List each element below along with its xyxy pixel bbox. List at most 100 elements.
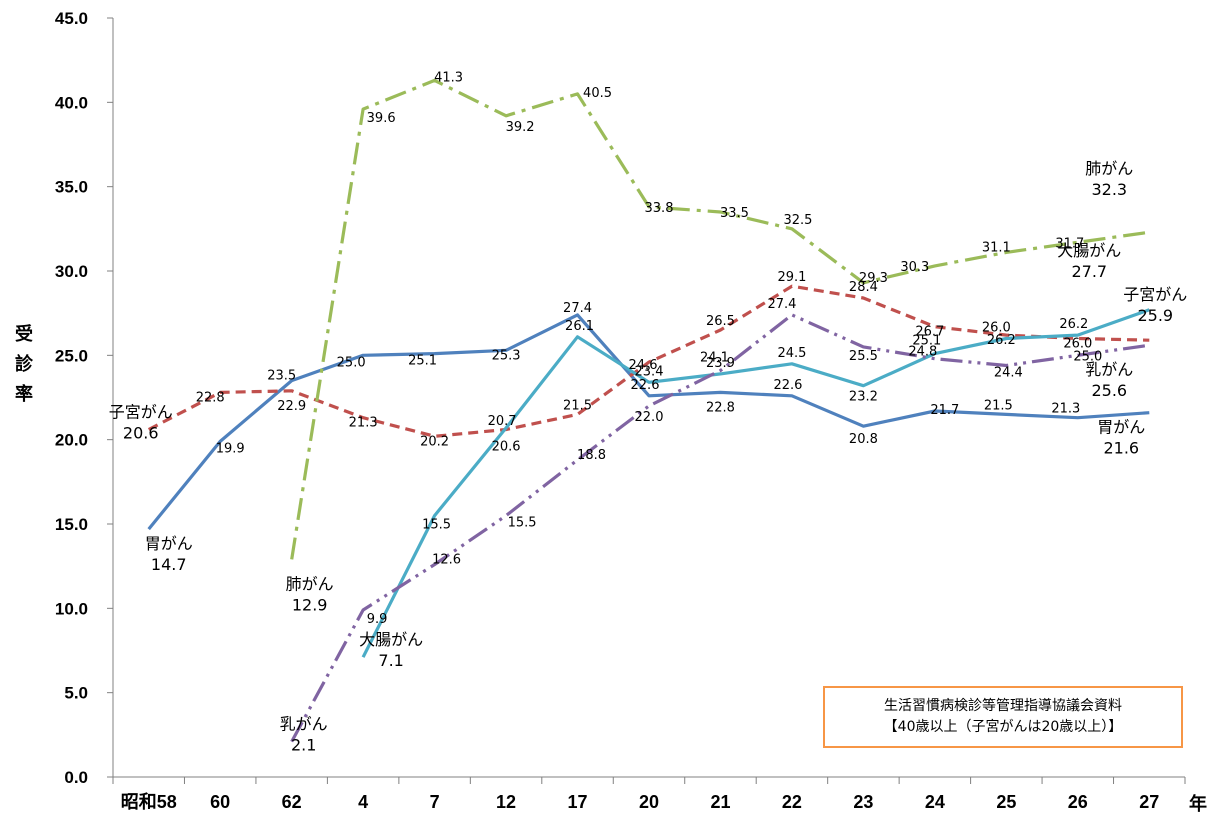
series-name-label: 子宮がん xyxy=(1123,285,1187,304)
data-label: 21.5 xyxy=(984,398,1013,413)
series-line-lung xyxy=(290,78,1150,560)
data-label: 21.7 xyxy=(930,403,959,418)
data-label: 20.8 xyxy=(849,432,878,447)
axes xyxy=(107,17,1186,784)
data-label: 25.1 xyxy=(408,354,437,369)
x-tick-label: 21 xyxy=(710,792,730,812)
series-name-label: 大腸がん xyxy=(359,630,423,649)
series-end-value-label: 25.6 xyxy=(1091,381,1127,400)
y-tick-label: 15.0 xyxy=(55,515,88,534)
y-tick-label: 0.0 xyxy=(64,768,88,787)
data-label: 23.9 xyxy=(706,356,735,371)
series-name-label: 肺がん xyxy=(1085,159,1133,178)
data-label: 31.1 xyxy=(982,240,1011,255)
data-label: 39.2 xyxy=(506,120,535,135)
x-tick-label: 昭和58 xyxy=(121,792,177,812)
data-label: 23.5 xyxy=(267,369,296,384)
data-labels: 19.9 23.5 25.0 25.1 25.3 27.4 22.6 22.8 22.6 20.8… xyxy=(196,70,1103,627)
x-tick-label: 20 xyxy=(639,792,659,812)
series-labels: 胃がん 14.7 胃がん 21.6 子宮がん 20.6 子宮がん 25.9 肺がん 12.9 肺がん… xyxy=(109,159,1188,754)
series-end-value-label: 32.3 xyxy=(1091,180,1127,199)
series-start-value-label: 7.1 xyxy=(378,651,403,670)
data-label: 26.2 xyxy=(1059,317,1088,332)
y-tick-label: 35.0 xyxy=(55,178,88,197)
data-label: 23.2 xyxy=(849,390,878,405)
data-label: 25.3 xyxy=(492,348,521,363)
x-tick-label: 4 xyxy=(358,792,368,812)
series-line-breast xyxy=(290,313,1150,743)
y-tick-label: 10.0 xyxy=(55,599,88,618)
x-tick-label: 62 xyxy=(282,792,302,812)
series-name-label: 胃がん xyxy=(1097,418,1145,437)
y-tick-label: 5.0 xyxy=(64,684,88,703)
x-tick-label: 24 xyxy=(925,792,945,812)
x-tick-label: 12 xyxy=(496,792,516,812)
y-tick-label: 45.0 xyxy=(55,9,88,28)
y-tick-label: 40.0 xyxy=(55,93,88,112)
data-label: 9.9 xyxy=(367,612,388,627)
data-label: 12.6 xyxy=(432,552,461,567)
data-label: 26.0 xyxy=(982,320,1011,335)
series-end-value-label: 21.6 xyxy=(1103,439,1139,458)
data-label: 24.6 xyxy=(629,358,658,373)
y-tick-label: 30.0 xyxy=(55,262,88,281)
series-name-label: 胃がん xyxy=(145,534,193,553)
x-tick-label: 25 xyxy=(996,792,1016,812)
series-lines xyxy=(147,78,1150,743)
data-label: 24.5 xyxy=(777,346,806,361)
x-tick-label: 22 xyxy=(782,792,802,812)
source-note-line2: 【40歳以上（子宮がんは20歳以上）】 xyxy=(883,719,1123,735)
series-start-value-label: 12.9 xyxy=(292,595,328,614)
y-tick-label: 25.0 xyxy=(55,346,88,365)
data-label: 20.6 xyxy=(492,440,521,455)
data-label: 27.4 xyxy=(563,301,592,316)
x-tick-label: 26 xyxy=(1068,792,1088,812)
data-label: 15.5 xyxy=(508,516,537,531)
series-name-label: 乳がん xyxy=(280,715,328,734)
data-label: 22.0 xyxy=(635,410,664,425)
data-label: 24.4 xyxy=(994,365,1023,380)
x-tick-label: 60 xyxy=(210,792,230,812)
data-label: 28.4 xyxy=(849,280,878,295)
series-start-value-label: 20.6 xyxy=(123,424,159,443)
data-label: 26.5 xyxy=(706,314,735,329)
data-label: 25.0 xyxy=(337,355,366,370)
data-label: 27.4 xyxy=(767,297,796,312)
series-line-colon xyxy=(361,308,1150,658)
data-label: 21.5 xyxy=(563,398,592,413)
series-line-stomach xyxy=(147,313,1150,531)
series-name-label: 肺がん xyxy=(286,574,334,593)
x-tick-label: 27 xyxy=(1139,792,1159,812)
y-axis-label: 受診率 xyxy=(15,323,34,405)
data-label: 39.6 xyxy=(367,111,396,126)
series-start-value-label: 14.7 xyxy=(151,555,187,574)
data-label: 24.1 xyxy=(700,351,729,366)
source-note-line1: 生活習慣病検診等管理指導協議会資料 xyxy=(884,698,1122,714)
series-end-value-label: 27.7 xyxy=(1071,262,1107,281)
data-label: 32.5 xyxy=(783,213,812,228)
data-label: 26.0 xyxy=(1063,336,1092,351)
data-label: 22.6 xyxy=(631,378,660,393)
data-label: 19.9 xyxy=(216,441,245,456)
y-tick-labels: 0.0 5.0 10.0 15.0 20.0 25.0 30.0 35.0 40.0 45.0 xyxy=(55,9,88,787)
data-label: 24.8 xyxy=(908,345,937,360)
data-label: 22.9 xyxy=(277,399,306,414)
y-tick-label: 20.0 xyxy=(55,431,88,450)
data-label: 23.4 xyxy=(635,364,664,379)
data-label: 22.6 xyxy=(773,378,802,393)
data-label: 33.8 xyxy=(645,201,674,216)
data-label: 20.7 xyxy=(488,414,517,429)
data-label: 30.3 xyxy=(900,260,929,275)
x-tick-labels: 昭和58 60 62 4 7 12 17 20 21 22 23 24 25 26 27 xyxy=(121,792,1160,812)
source-note-box: 生活習慣病検診等管理指導協議会資料 【40歳以上（子宮がんは20歳以上）】 xyxy=(823,686,1183,748)
data-label: 25.1 xyxy=(912,334,941,349)
data-label: 29.1 xyxy=(777,270,806,285)
data-label: 41.3 xyxy=(434,70,463,85)
data-label: 26.1 xyxy=(565,319,594,334)
data-label: 26.7 xyxy=(915,325,944,340)
data-label: 20.2 xyxy=(420,434,449,449)
data-label: 21.3 xyxy=(1051,402,1080,417)
data-label: 33.5 xyxy=(720,206,749,221)
series-start-value-label: 2.1 xyxy=(291,736,316,755)
